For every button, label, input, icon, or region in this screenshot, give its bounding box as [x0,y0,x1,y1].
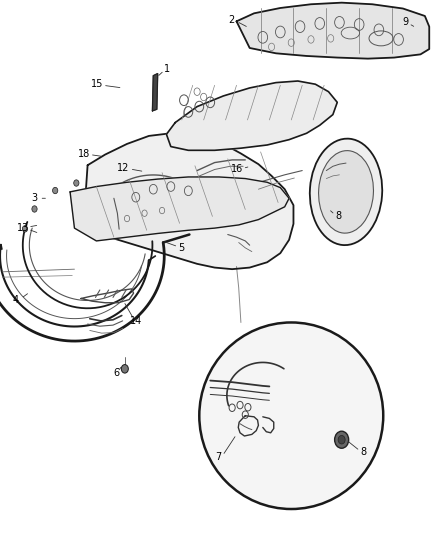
Polygon shape [85,133,293,269]
Ellipse shape [318,151,374,233]
Text: 1: 1 [164,64,170,74]
Text: 3: 3 [31,193,37,203]
Ellipse shape [310,139,382,245]
Text: 7: 7 [215,453,221,462]
Text: 5: 5 [179,243,185,253]
Circle shape [338,435,345,444]
Text: 15: 15 [91,79,103,89]
Circle shape [335,431,349,448]
Text: 6: 6 [113,368,119,378]
Text: 2: 2 [228,15,234,25]
Polygon shape [166,81,337,150]
Circle shape [121,365,128,373]
Text: 8: 8 [360,447,367,457]
Circle shape [32,206,37,212]
Ellipse shape [199,322,383,509]
Polygon shape [152,74,158,111]
Text: 18: 18 [78,149,90,158]
Text: 9: 9 [402,18,408,27]
Text: 8: 8 [335,211,341,221]
Text: 14: 14 [130,316,142,326]
Circle shape [74,180,79,186]
Polygon shape [70,177,289,241]
Polygon shape [237,3,429,59]
Circle shape [53,187,58,193]
Text: 12: 12 [117,163,130,173]
Circle shape [22,225,28,232]
Text: 4: 4 [12,295,18,304]
Text: 16: 16 [231,165,244,174]
Text: 13: 13 [17,223,29,233]
